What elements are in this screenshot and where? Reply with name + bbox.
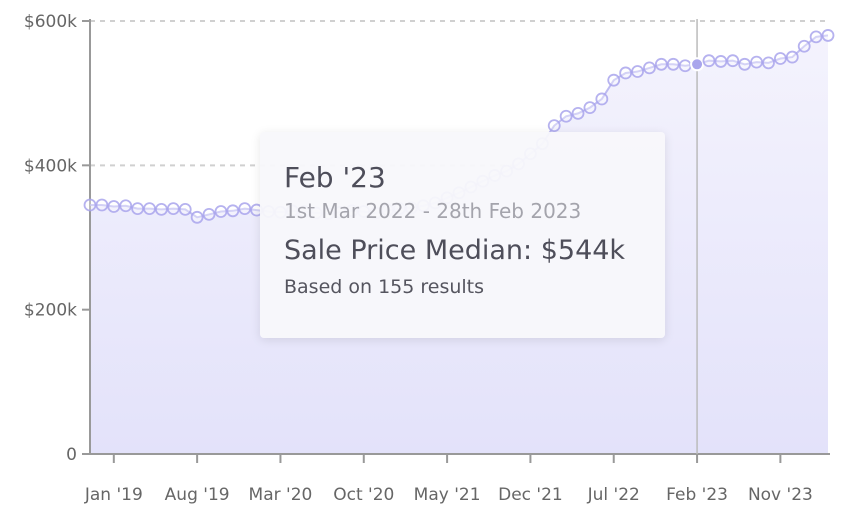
data-point[interactable] (666, 57, 680, 71)
data-point[interactable] (83, 198, 97, 212)
data-point[interactable] (726, 54, 740, 68)
data-point[interactable] (95, 198, 109, 212)
data-point[interactable] (131, 202, 145, 216)
data-point[interactable] (238, 202, 252, 216)
y-tick-label: $200k (24, 301, 77, 321)
data-point[interactable] (607, 73, 621, 87)
data-point[interactable] (762, 56, 775, 70)
data-point[interactable] (619, 66, 633, 80)
data-point[interactable] (821, 29, 835, 42)
data-point[interactable] (214, 205, 228, 218)
data-point[interactable] (547, 119, 561, 133)
data-point[interactable] (595, 92, 609, 106)
data-point[interactable] (750, 55, 763, 69)
data-point[interactable] (202, 208, 216, 221)
x-tick-label: Oct '20 (333, 485, 394, 505)
data-point[interactable] (738, 57, 752, 71)
data-point[interactable] (583, 101, 597, 114)
data-point[interactable] (809, 30, 823, 44)
data-point[interactable] (678, 59, 692, 73)
x-tick-label: May '21 (414, 485, 481, 505)
y-tick-label: $600k (24, 12, 77, 32)
x-axis-labels: Jan '19 Aug '19 Mar '20 Oct '20 May '21 Dec '… (84, 485, 813, 505)
highlighted-data-point[interactable] (690, 57, 705, 72)
data-point[interactable] (702, 54, 716, 68)
data-point[interactable] (166, 202, 180, 216)
data-point[interactable] (559, 109, 573, 123)
x-tick-label: Dec '21 (498, 485, 563, 505)
chart-tooltip: Feb '23 1st Mar 2022 - 28th Feb 2023 Sal… (260, 132, 665, 338)
x-tick-label: Jul '22 (587, 485, 640, 505)
y-axis-labels: 0 $200k $400k $600k (24, 12, 77, 465)
data-point[interactable] (119, 199, 133, 213)
data-point[interactable] (714, 55, 728, 68)
y-tick-label: $400k (24, 156, 77, 176)
data-point[interactable] (178, 202, 192, 216)
y-tick-label: 0 (66, 445, 77, 465)
data-point[interactable] (155, 202, 168, 216)
tooltip-result-count: Based on 155 results (284, 276, 485, 298)
data-point[interactable] (226, 204, 240, 218)
x-tick-label: Feb '23 (666, 485, 728, 505)
data-point[interactable] (571, 106, 585, 120)
x-tick-label: Aug '19 (165, 485, 230, 505)
data-point[interactable] (773, 52, 787, 65)
x-tick-label: Mar '20 (249, 485, 313, 505)
tooltip-value: Sale Price Median: $544k (284, 235, 626, 266)
x-tick-label: Jan '19 (84, 485, 143, 505)
data-point[interactable] (190, 210, 204, 224)
data-point[interactable] (107, 200, 121, 213)
x-tick-label: Nov '23 (748, 485, 813, 505)
axis-layer (82, 19, 830, 463)
data-point[interactable] (654, 57, 668, 71)
data-point[interactable] (797, 39, 811, 53)
data-point[interactable] (643, 61, 656, 75)
tooltip-title: Feb '23 (284, 161, 386, 194)
tooltip-date-range: 1st Mar 2022 - 28th Feb 2023 (284, 199, 582, 223)
data-point[interactable] (143, 202, 156, 216)
data-point[interactable] (631, 65, 644, 78)
data-point[interactable] (785, 50, 799, 64)
